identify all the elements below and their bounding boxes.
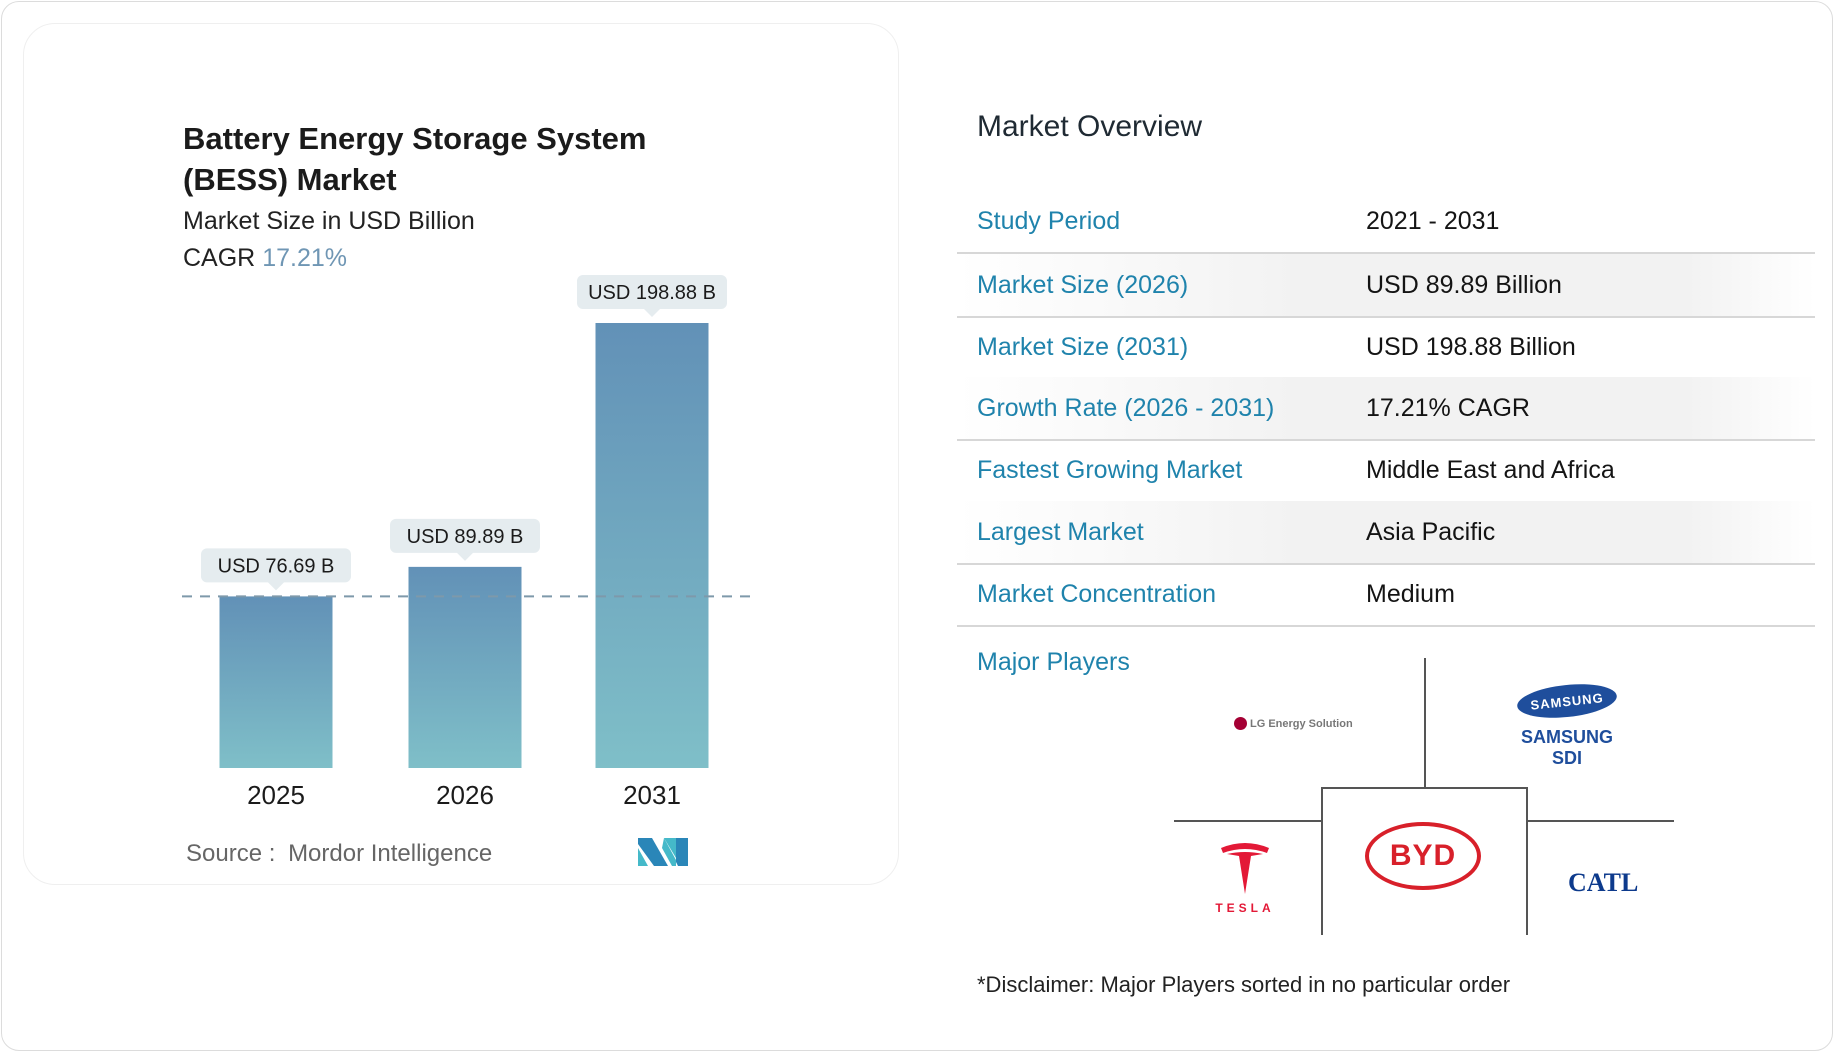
overview-row-value: Medium [1366,579,1455,608]
overview-row-label: Fastest Growing Market [977,455,1243,484]
cagr-value: 17.21% [262,244,347,272]
samsung-badge-icon: SAMSUNG [1515,679,1619,723]
row-divider [957,563,1815,565]
row-divider [957,625,1815,627]
overview-row-label: Market Concentration [977,579,1217,608]
x-tick-label: 2026 [436,780,494,810]
bar-2025 [219,596,333,768]
data-label-bubble [390,518,540,561]
row-divider [957,439,1815,441]
overview-row-label: Market Size (2031) [977,332,1189,361]
bar-chart: USD 76.69 B 2025 USD 89.89 B 2026 USD 198.88… [182,275,752,810]
overview-row-value: 2021 - 2031 [1366,206,1500,235]
data-label-bubble [201,548,351,591]
lg-logo-text: LG Energy Solution [1250,717,1353,730]
row-divider [957,316,1815,318]
player-samsung-sdi: SAMSUNG SAMSUNG SDI [1505,679,1629,769]
source-line: Source : Mordor Intelligence [186,840,492,868]
overview-row-label: Market Size (2026) [977,270,1189,299]
data-label: USD 89.89 B [407,526,524,548]
player-byd: BYD [1365,822,1481,890]
samsung-badge-text: SAMSUNG [1529,689,1605,713]
source-value: Mordor Intelligence [288,840,493,867]
divider-vertical-top [1424,658,1426,788]
tesla-text: TESLA [1215,901,1275,915]
cagr-label: CAGR [183,244,256,272]
byd-text: BYD [1389,839,1457,872]
player-lg-energy-solution: LG Energy Solution [1234,717,1353,730]
overview-row-value: USD 89.89 Billion [1366,270,1562,299]
x-tick-label: 2031 [623,780,681,810]
cagr-line: CAGR 17.21% [183,244,347,273]
data-label-bubble [577,275,727,317]
overview-row-value: Middle East and Africa [1366,455,1615,484]
x-tick-label: 2025 [247,780,305,810]
player-catl: CATL [1568,868,1638,898]
overview-row: Largest Market Asia Pacific [957,501,1815,563]
chart-title: Battery Energy Storage System (BESS) Mar… [183,121,647,197]
divider-horizontal-left [1174,820,1322,822]
tesla-logo-icon [1221,843,1269,894]
overview-row: Fastest Growing Market Middle East and Af… [957,439,1815,501]
row-divider [957,252,1815,254]
overview-row-value: USD 198.88 Billion [1366,332,1576,361]
market-overview-title: Market Overview [977,110,1203,143]
bar-2031 [595,323,709,768]
mordor-intelligence-logo-icon [638,838,690,871]
byd-box [1321,787,1528,935]
overview-row: Growth Rate (2026 - 2031) 17.21% CAGR [957,377,1815,439]
bar-2026 [408,566,522,768]
player-tesla: TESLA [1210,840,1280,915]
overview-row-label: Study Period [977,206,1121,235]
data-label: USD 76.69 B [218,555,335,577]
samsung-sdi-text: SAMSUNG SDI [1520,727,1613,768]
overview-row: Study Period 2021 - 2031 [957,190,1815,252]
overview-row-label: Largest Market [977,517,1144,546]
divider-horizontal-right [1528,820,1674,822]
data-label: USD 198.88 B [588,282,716,304]
source-label: Source : [186,840,276,867]
catl-text: CATL [1568,868,1639,897]
overview-row: Market Size (2026) USD 89.89 Billion [957,254,1815,316]
chart-subtitle: Market Size in USD Billion [183,207,475,235]
major-players-label: Major Players [977,648,1130,676]
overview-row: Market Concentration Medium [957,563,1815,625]
disclaimer: *Disclaimer: Major Players sorted in no … [977,972,1511,997]
overview-row-label: Growth Rate (2026 - 2031) [977,393,1275,422]
overview-row-value: 17.21% CAGR [1366,393,1530,422]
overview-row-value: Asia Pacific [1366,517,1496,546]
lg-logo-icon [1234,717,1247,730]
overview-row: Market Size (2031) USD 198.88 Billion [957,316,1815,378]
